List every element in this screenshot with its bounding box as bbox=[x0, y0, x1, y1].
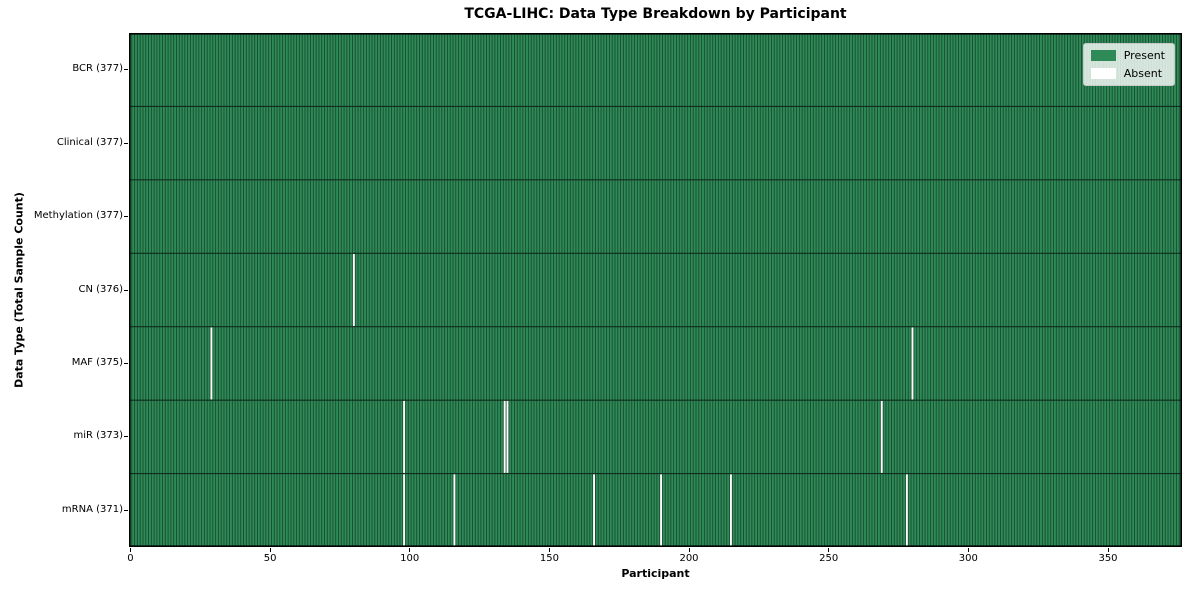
x-tick-mark-350 bbox=[1107, 548, 1109, 552]
x-tick-mark-150 bbox=[548, 548, 550, 552]
y-tick-mark-Clinical bbox=[124, 142, 128, 144]
absent-swatch-icon bbox=[1090, 68, 1116, 79]
legend-item-present: Present bbox=[1090, 49, 1165, 62]
absent-cell-mRNA-98 bbox=[403, 474, 406, 547]
absent-cell-miR-98 bbox=[403, 400, 406, 473]
y-tick-label-mRNA: mRNA (371) bbox=[61, 503, 123, 515]
y-tick-mark-Methylation bbox=[124, 216, 128, 218]
absent-cell-mRNA-116 bbox=[453, 474, 456, 547]
absent-cell-mRNA-190 bbox=[660, 474, 663, 547]
x-tick-label-200: 200 bbox=[679, 553, 699, 564]
absent-cell-miR-134 bbox=[503, 400, 506, 473]
legend: Present Absent bbox=[1082, 43, 1175, 86]
y-tick-label-CN: CN (376) bbox=[78, 283, 123, 295]
x-tick-label-300: 300 bbox=[958, 553, 978, 564]
x-tick-label-0: 0 bbox=[127, 553, 134, 564]
x-tick-mark-200 bbox=[688, 548, 690, 552]
y-tick-label-MAF: MAF (375) bbox=[71, 356, 123, 368]
absent-cell-CN-80 bbox=[352, 253, 355, 327]
y-tick-label-Methylation: Methylation (377) bbox=[33, 210, 123, 222]
legend-item-absent: Absent bbox=[1090, 67, 1165, 80]
cell-gridlines bbox=[129, 33, 1182, 547]
y-tick-label-Clinical: Clinical (377) bbox=[56, 136, 123, 148]
present-cells-background bbox=[129, 33, 1182, 547]
x-tick-mark-50 bbox=[269, 548, 271, 552]
absent-cell-MAF-29 bbox=[210, 327, 213, 400]
y-tick-mark-mRNA bbox=[124, 509, 128, 511]
legend-label-present: Present bbox=[1123, 49, 1165, 62]
x-tick-mark-0 bbox=[129, 548, 131, 552]
x-tick-mark-300 bbox=[967, 548, 969, 552]
y-tick-label-BCR: BCR (377) bbox=[72, 63, 123, 75]
heatmap bbox=[129, 33, 1182, 547]
absent-cell-MAF-280 bbox=[911, 327, 914, 400]
y-tick-mark-MAF bbox=[124, 362, 128, 364]
y-tick-mark-miR bbox=[124, 436, 128, 438]
x-tick-mark-250 bbox=[828, 548, 830, 552]
chart-title: TCGA-LIHC: Data Type Breakdown by Partic… bbox=[464, 6, 847, 22]
y-tick-mark-BCR bbox=[124, 69, 128, 71]
absent-cell-miR-135 bbox=[506, 400, 509, 473]
x-tick-label-250: 250 bbox=[819, 553, 839, 564]
absent-cell-miR-269 bbox=[880, 400, 883, 473]
absent-cell-mRNA-215 bbox=[729, 474, 732, 547]
x-tick-label-150: 150 bbox=[539, 553, 559, 564]
y-tick-mark-CN bbox=[124, 289, 128, 291]
y-tick-label-miR: miR (373) bbox=[73, 430, 123, 442]
x-tick-mark-100 bbox=[409, 548, 411, 552]
plot-area: Present Absent bbox=[129, 33, 1182, 547]
x-tick-label-50: 50 bbox=[263, 553, 277, 564]
x-axis-label: Participant bbox=[621, 567, 690, 580]
absent-cell-mRNA-278 bbox=[905, 474, 908, 547]
absent-cell-mRNA-166 bbox=[593, 474, 595, 547]
x-tick-label-100: 100 bbox=[400, 553, 420, 564]
x-tick-label-350: 350 bbox=[1098, 553, 1118, 564]
present-swatch-icon bbox=[1090, 50, 1116, 61]
legend-label-absent: Absent bbox=[1123, 67, 1163, 80]
plot-border bbox=[129, 33, 1182, 547]
